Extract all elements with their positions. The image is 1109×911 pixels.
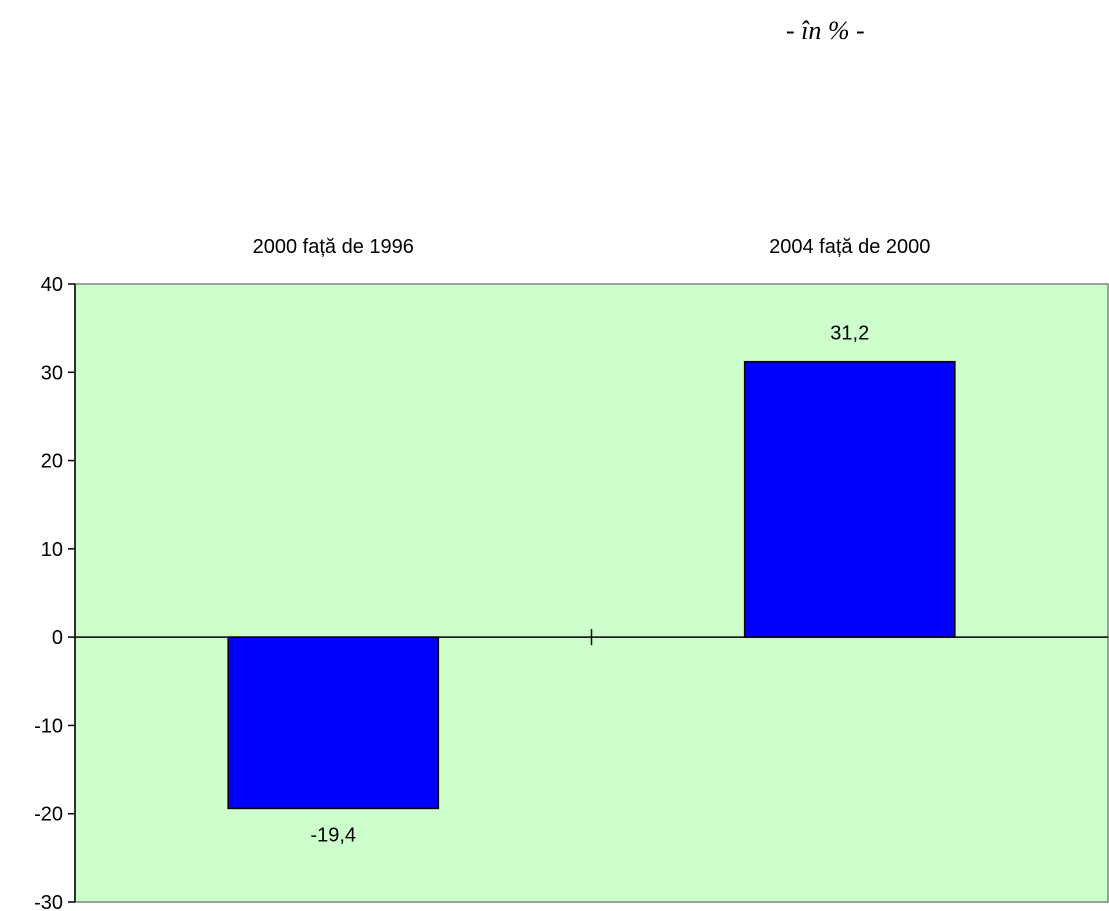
category-label: 2000 față de 1996 [253, 236, 414, 258]
y-tick-label: -20 [34, 804, 63, 826]
bar [743, 360, 956, 638]
unit-note: - în % - [786, 16, 865, 45]
category-labels: 2000 față de 1996 2004 față de 2000 [253, 236, 931, 258]
y-tick-label: -10 [34, 715, 63, 737]
y-tick-label: 40 [41, 274, 63, 296]
y-tick-label: 30 [41, 362, 63, 384]
data-label: -19,4 [310, 824, 356, 846]
bar [227, 636, 440, 810]
y-tick-label: 0 [52, 627, 63, 649]
y-tick-label: 10 [41, 539, 63, 561]
category-label: 2004 față de 2000 [769, 236, 930, 258]
y-tick-label: -30 [34, 892, 63, 911]
y-axis: 40 30 20 10 0 -10 -20 -30 [34, 274, 76, 911]
bars: -19,4 31,2 [227, 323, 956, 846]
y-tick-label: 20 [41, 451, 63, 473]
data-label: 31,2 [830, 323, 869, 345]
